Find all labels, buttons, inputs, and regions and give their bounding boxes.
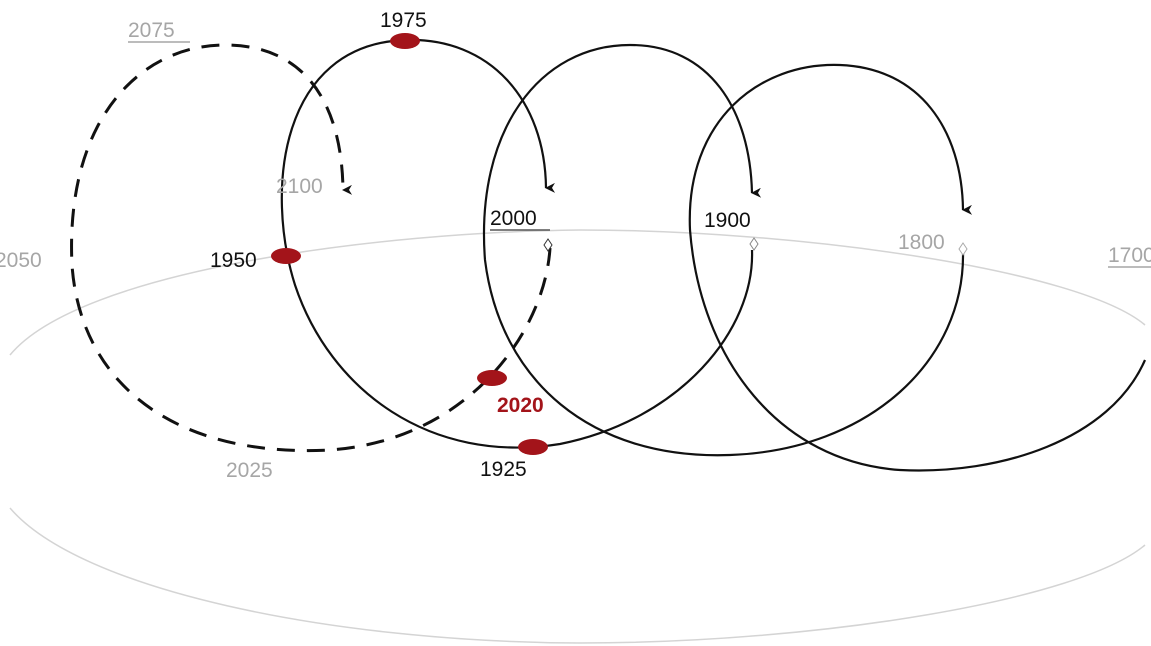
loop-1800-1900 xyxy=(482,43,965,457)
spiral-curves xyxy=(70,38,1147,472)
orbit-arc-bottom xyxy=(9,507,1146,644)
label-2075: 2075 xyxy=(128,19,175,42)
marker-1925 xyxy=(518,439,548,455)
marker-1975 xyxy=(390,33,420,49)
label-1800: 1800 xyxy=(898,231,945,254)
markers xyxy=(271,33,968,455)
label-1925: 1925 xyxy=(480,458,527,481)
orbit-arc-top xyxy=(9,229,1146,356)
marker-2020 xyxy=(477,370,507,386)
label-1900: 1900 xyxy=(704,209,751,232)
label-2020: 2020 xyxy=(497,394,544,417)
label-2025: 2025 xyxy=(226,459,273,482)
label-1700: 1700 xyxy=(1108,244,1151,267)
year-labels: 2075 1975 2100 2000 1900 1800 1700 2050 … xyxy=(0,9,1151,482)
loop-1700-1800 xyxy=(688,63,1147,472)
diamond-1800 xyxy=(958,242,968,256)
label-1950: 1950 xyxy=(210,249,257,272)
loop-1900-2000 xyxy=(280,38,754,449)
orbit-ellipses xyxy=(9,229,1146,644)
diamond-1900 xyxy=(749,237,759,251)
label-1975: 1975 xyxy=(380,9,427,32)
marker-1950 xyxy=(271,248,301,264)
loop-2000-2100 xyxy=(70,43,552,453)
label-2000: 2000 xyxy=(490,207,537,230)
label-2100: 2100 xyxy=(276,175,323,198)
diamond-2000 xyxy=(543,238,553,252)
label-2050: 2050 xyxy=(0,249,42,272)
